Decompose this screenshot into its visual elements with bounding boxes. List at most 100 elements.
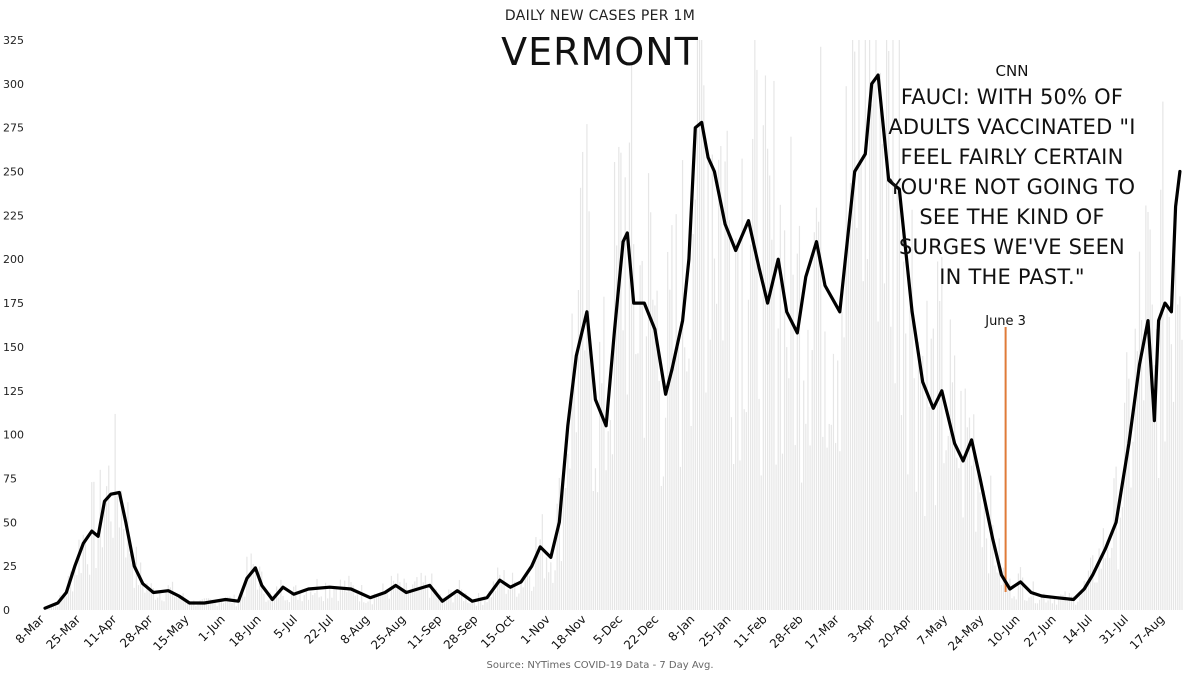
y-tick-label: 250 <box>3 166 24 179</box>
daily-bar <box>577 290 580 610</box>
daily-bar <box>148 590 150 610</box>
daily-bar <box>654 305 656 610</box>
daily-bar <box>1049 596 1051 610</box>
daily-bar <box>896 191 898 610</box>
daily-bar <box>142 583 144 610</box>
daily-bar <box>208 598 210 610</box>
daily-bar <box>877 321 879 610</box>
daily-bar <box>1130 487 1132 610</box>
daily-bar <box>688 358 690 610</box>
daily-bar <box>820 46 822 610</box>
daily-bar <box>975 531 977 610</box>
daily-bar <box>252 564 254 610</box>
daily-bar <box>494 590 497 610</box>
y-axis: 0 25 50 75 100 125 150 175 200 225 250 275 300 325 <box>3 34 24 617</box>
daily-bar <box>777 328 779 610</box>
daily-bar <box>407 592 410 610</box>
daily-bar <box>437 597 439 610</box>
daily-bar <box>798 225 801 610</box>
daily-bar <box>231 602 233 610</box>
daily-bar <box>762 125 764 610</box>
daily-bar <box>106 486 108 610</box>
daily-bar <box>399 582 401 610</box>
daily-bar <box>934 505 937 610</box>
daily-bar <box>1019 567 1022 610</box>
daily-bar <box>664 417 667 610</box>
daily-bar <box>594 468 597 610</box>
daily-bar <box>592 491 594 610</box>
daily-bar <box>620 152 622 611</box>
daily-bar <box>167 585 169 610</box>
daily-bar <box>248 576 250 610</box>
daily-bar <box>140 562 142 610</box>
daily-bar <box>709 339 711 610</box>
daily-bar <box>346 592 348 610</box>
daily-bar <box>951 382 954 610</box>
daily-bar <box>395 584 397 610</box>
daily-bar <box>480 598 482 610</box>
daily-bar <box>971 465 973 610</box>
daily-bar <box>860 159 862 611</box>
daily-bar <box>1151 304 1153 610</box>
daily-bar <box>435 589 437 610</box>
annotation-source: CNN <box>995 62 1029 80</box>
daily-bar <box>813 232 815 610</box>
daily-bar <box>216 606 218 610</box>
daily-bar <box>913 378 915 610</box>
daily-bar <box>450 590 452 610</box>
daily-bar <box>669 289 671 610</box>
daily-bar <box>847 232 849 610</box>
daily-bar <box>667 251 669 610</box>
daily-bar <box>322 601 325 610</box>
daily-bar <box>65 596 67 610</box>
x-tick-label: 27-Jun <box>1021 612 1058 649</box>
daily-bar <box>758 398 760 610</box>
daily-bar <box>526 570 529 610</box>
daily-bar <box>516 596 518 610</box>
daily-bar <box>103 507 106 610</box>
daily-bar <box>1098 548 1100 610</box>
daily-bar <box>218 602 220 610</box>
daily-bar <box>227 596 229 610</box>
daily-bar <box>176 595 178 610</box>
chart-subtitle: DAILY NEW CASES PER 1M <box>504 8 696 24</box>
daily-bar <box>354 595 356 610</box>
y-tick-label: 25 <box>3 560 17 573</box>
daily-bar <box>618 146 620 611</box>
daily-bar <box>454 594 456 610</box>
daily-bar <box>1172 401 1175 610</box>
daily-bar <box>1153 365 1155 610</box>
daily-bar <box>250 553 252 610</box>
daily-bar <box>977 471 979 610</box>
daily-bar <box>352 585 354 610</box>
daily-bar <box>484 599 486 610</box>
daily-bar <box>169 587 171 610</box>
daily-bar <box>928 406 930 610</box>
daily-bar <box>1117 569 1119 610</box>
daily-bar <box>261 571 263 610</box>
daily-bar <box>386 592 388 610</box>
daily-bar <box>1073 596 1075 610</box>
daily-bar <box>290 591 293 610</box>
daily-bar <box>773 80 775 611</box>
daily-bar <box>1124 402 1126 610</box>
daily-bar <box>979 492 981 610</box>
daily-bar <box>477 593 480 610</box>
daily-bar <box>1126 352 1128 610</box>
daily-bar <box>696 40 699 610</box>
x-tick-label: 18-Jun <box>226 612 263 649</box>
daily-bar <box>1160 189 1162 610</box>
daily-bar <box>265 601 267 610</box>
daily-bar <box>55 603 57 610</box>
daily-bar <box>157 597 159 610</box>
daily-bar <box>766 148 769 611</box>
daily-bar <box>350 581 352 610</box>
daily-bar <box>388 598 390 610</box>
daily-bar <box>1107 549 1109 610</box>
daily-bar <box>954 355 956 610</box>
daily-bar <box>552 582 554 610</box>
daily-bar <box>624 177 626 611</box>
x-tick-label: 11-Sep <box>405 612 445 652</box>
daily-bar <box>318 597 320 610</box>
daily-bar <box>637 353 639 610</box>
